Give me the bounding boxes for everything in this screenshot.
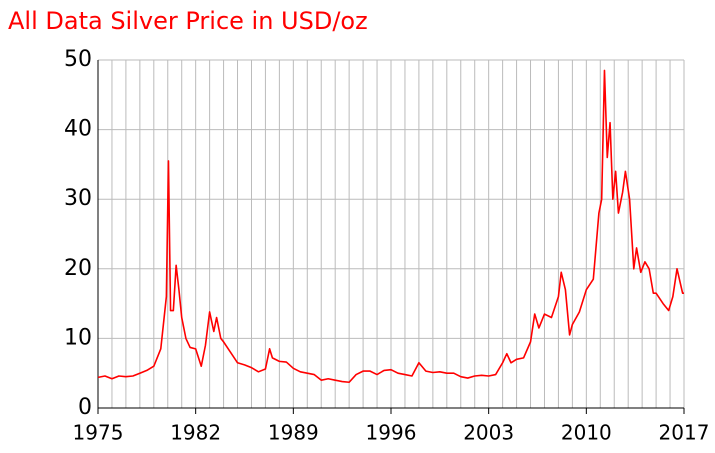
y-tick-label: 30 (64, 186, 92, 211)
y-tick-label: 20 (64, 256, 92, 281)
x-tick-label: 2010 (561, 421, 612, 445)
y-tick-label: 10 (64, 325, 92, 350)
chart-title: All Data Silver Price in USD/oz (8, 7, 368, 35)
y-tick-label: 50 (64, 47, 92, 72)
x-tick-label: 1996 (366, 421, 417, 445)
y-tick-label: 0 (78, 395, 92, 420)
x-tick-label: 1982 (170, 421, 221, 445)
y-tick-label: 40 (64, 117, 92, 142)
x-tick-label: 1975 (73, 421, 124, 445)
x-tick-label: 2003 (463, 421, 514, 445)
x-tick-label: 1989 (268, 421, 319, 445)
series-line (97, 69, 684, 384)
x-tick-label: 2017 (659, 421, 710, 445)
